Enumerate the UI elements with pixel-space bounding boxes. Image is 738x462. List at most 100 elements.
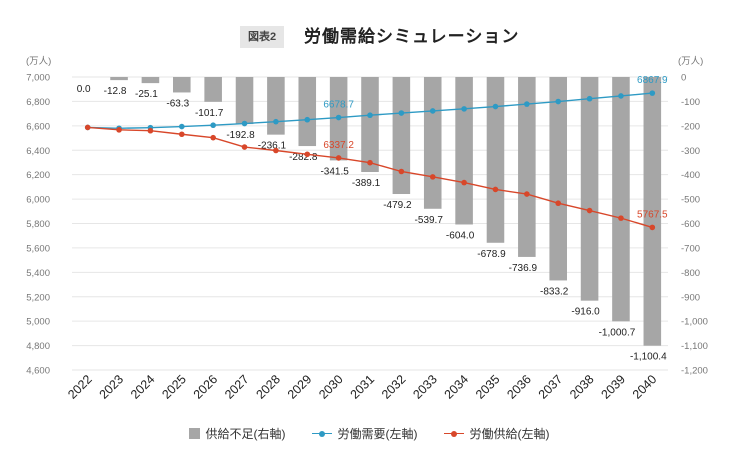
shortage-bar [110,77,128,81]
shortage-bar-label: -236.1 [258,141,287,152]
labor-demand-point [210,122,216,129]
right-axis-tick-label: -300 [681,146,700,157]
right-axis-tick-label: -200 [681,121,700,132]
labor-demand-point [304,116,311,123]
shortage-bar [267,77,285,135]
labor-demand-point [178,123,185,130]
labor-demand-point [492,103,499,110]
legend-item-demand: 労働需要(左軸) [311,425,418,442]
right-axis-tick-label: -100 [681,97,700,108]
x-axis-year-label: 2033 [410,372,440,402]
shortage-bar-label: -63.3 [166,98,189,109]
labor-demand-point [429,108,436,114]
labor-demand-point [461,106,467,112]
shortage-bar [141,77,160,84]
legend-label-demand: 労働需要(左軸) [337,427,418,441]
labor-supply-point [398,168,405,175]
chart-title: 労働需給シミュレーション [304,27,520,46]
labor-supply-point [147,127,154,134]
shortage-bar-label: -1,100.4 [630,352,667,363]
labor-demand-point [649,90,656,96]
labor-supply-point [178,131,185,138]
shortage-bar-label: -101.7 [195,108,224,119]
labor-demand-annotation: 6678.7 [323,100,354,111]
x-axis-year-label: 2030 [316,372,346,402]
left-axis-tick-label: 5,200 [26,292,50,303]
figure-badge: 図表2 [240,26,285,48]
left-axis-tick-label: 4,800 [26,341,50,352]
shortage-bar [549,77,567,281]
legend-demand-line-swatch [311,429,332,439]
shortage-bar [486,77,505,243]
shortage-bar [612,77,630,322]
shortage-bar-label: -12.8 [104,86,127,97]
labor-supply-point [210,134,216,141]
shortage-bar-label: -25.1 [135,89,158,100]
shortage-bar [580,77,599,301]
labor-supply-annotation: 6337.2 [323,140,354,151]
labor-supply-point [492,186,499,193]
legend-item-shortage: 供給不足(右軸) [188,425,286,442]
x-axis-year-label: 2040 [630,372,660,402]
left-axis-tick-label: 5,800 [26,219,50,230]
labor-supply-point [429,174,436,180]
shortage-bar-label: 0.0 [77,84,91,95]
right-axis-unit: (万人) [678,56,703,67]
x-axis-year-label: 2031 [348,372,378,402]
x-axis-year-label: 2035 [473,372,503,402]
labor-supply-point [241,144,248,150]
shortage-bar-label: -282.8 [289,152,318,163]
shortage-bar [643,77,662,346]
right-axis-tick-label: -700 [681,243,700,254]
left-axis-tick-label: 6,800 [26,97,50,108]
x-axis-year-label: 2028 [253,372,283,402]
x-axis-year-label: 2038 [567,372,597,402]
right-axis-tick-label: -1,200 [681,366,708,377]
labor-demand-point [241,120,248,127]
left-axis-tick-label: 5,600 [26,243,50,254]
shortage-bar-label: -341.5 [320,166,349,177]
labor-supply-annotation: 5767.5 [637,209,668,220]
left-axis-tick-label: 6,000 [26,195,50,206]
right-axis-tick-label: -400 [681,170,700,181]
labor-supply-point [367,159,373,166]
labor-supply-point [586,207,593,214]
left-axis-tick-label: 6,200 [26,170,50,181]
x-axis-year-label: 2022 [65,372,95,402]
labor-demand-point [273,118,279,125]
shortage-bar-label: -604.0 [446,230,475,241]
right-axis-tick-label: -1,000 [681,317,708,328]
shortage-bar-label: -916.0 [571,307,600,318]
x-axis-year-label: 2025 [159,372,189,402]
legend-bar-swatch [188,428,200,439]
shortage-bar-label: -736.9 [509,263,538,274]
x-axis-year-label: 2034 [442,372,472,402]
left-axis-tick-label: 4,600 [26,366,50,377]
labor-supply-point [461,179,467,186]
right-axis-tick-label: -1,100 [681,341,708,352]
labor-supply-point [524,191,530,197]
left-axis-unit: (万人) [26,56,51,67]
x-axis-year-label: 2027 [222,372,252,402]
labor-demand-point [555,98,562,105]
labor-supply-point [116,127,122,133]
x-axis-year-label: 2023 [97,372,127,402]
legend-label-supply: 労働供給(左軸) [469,427,550,441]
left-axis-tick-label: 6,400 [26,146,50,157]
x-axis-year-label: 2024 [128,372,158,402]
shortage-bar-label: -539.7 [415,215,444,226]
labor-supply-point [335,155,342,161]
x-axis-year-label: 2032 [379,372,409,402]
labor-demand-annotation: 6867.9 [637,75,668,86]
labor-demand-point [586,95,593,102]
shortage-bar [392,77,411,195]
shortage-bar [298,77,317,147]
x-axis-year-label: 2036 [504,372,534,402]
chart-legend: 供給不足(右軸) 労働需要(左軸) 労働供給(左軸) [0,425,738,442]
labor-supply-point [304,151,311,158]
left-axis-tick-label: 5,400 [26,268,50,279]
labor-demand-point [618,93,624,99]
left-axis-tick-label: 5,000 [26,317,50,328]
legend-supply-line-swatch [443,429,464,439]
right-axis-tick-label: -600 [681,219,700,230]
